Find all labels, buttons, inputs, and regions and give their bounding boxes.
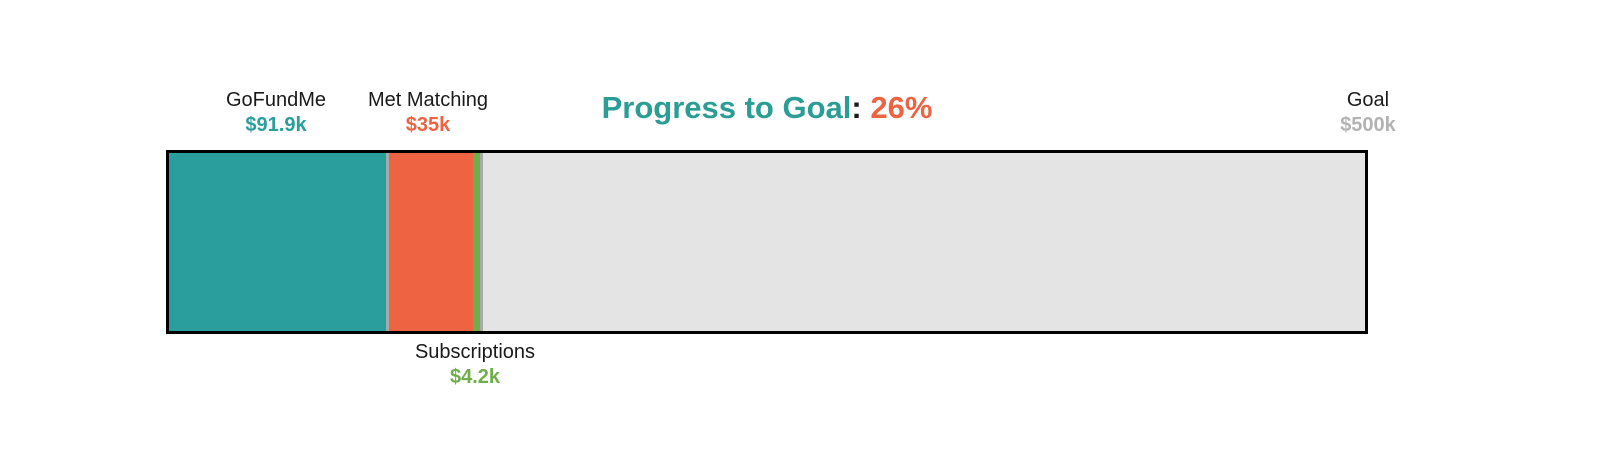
segment-met-matching — [388, 153, 473, 331]
segment-name: Subscriptions — [414, 341, 536, 363]
chart-title: Progress to Goal: 26% — [602, 91, 933, 125]
chart-title-percent: 26% — [870, 90, 933, 125]
segment-value: $35k — [405, 114, 451, 136]
progress-bar — [166, 150, 1368, 334]
segment-subscriptions — [472, 153, 483, 331]
segment-label-subscriptions: Subscriptions $4.2k — [415, 340, 535, 390]
segment-label-met-matching: Met Matching $35k — [368, 88, 488, 138]
segment-name: Met Matching — [367, 89, 489, 111]
segment-label-gofundme: GoFundMe $91.9k — [226, 88, 326, 138]
chart-title-text: Progress to Goal — [601, 90, 852, 125]
segment-value: $4.2k — [449, 366, 501, 388]
segment-value: $91.9k — [245, 114, 307, 136]
segment-name: GoFundMe — [225, 89, 327, 111]
goal-value: $500k — [1340, 114, 1396, 136]
segment-remainder — [482, 153, 1365, 331]
segment-gofundme — [169, 153, 389, 331]
goal-label: Goal $500k — [1340, 88, 1396, 138]
chart-title-colon: : — [851, 90, 862, 125]
goal-label-text: Goal — [1346, 89, 1390, 111]
